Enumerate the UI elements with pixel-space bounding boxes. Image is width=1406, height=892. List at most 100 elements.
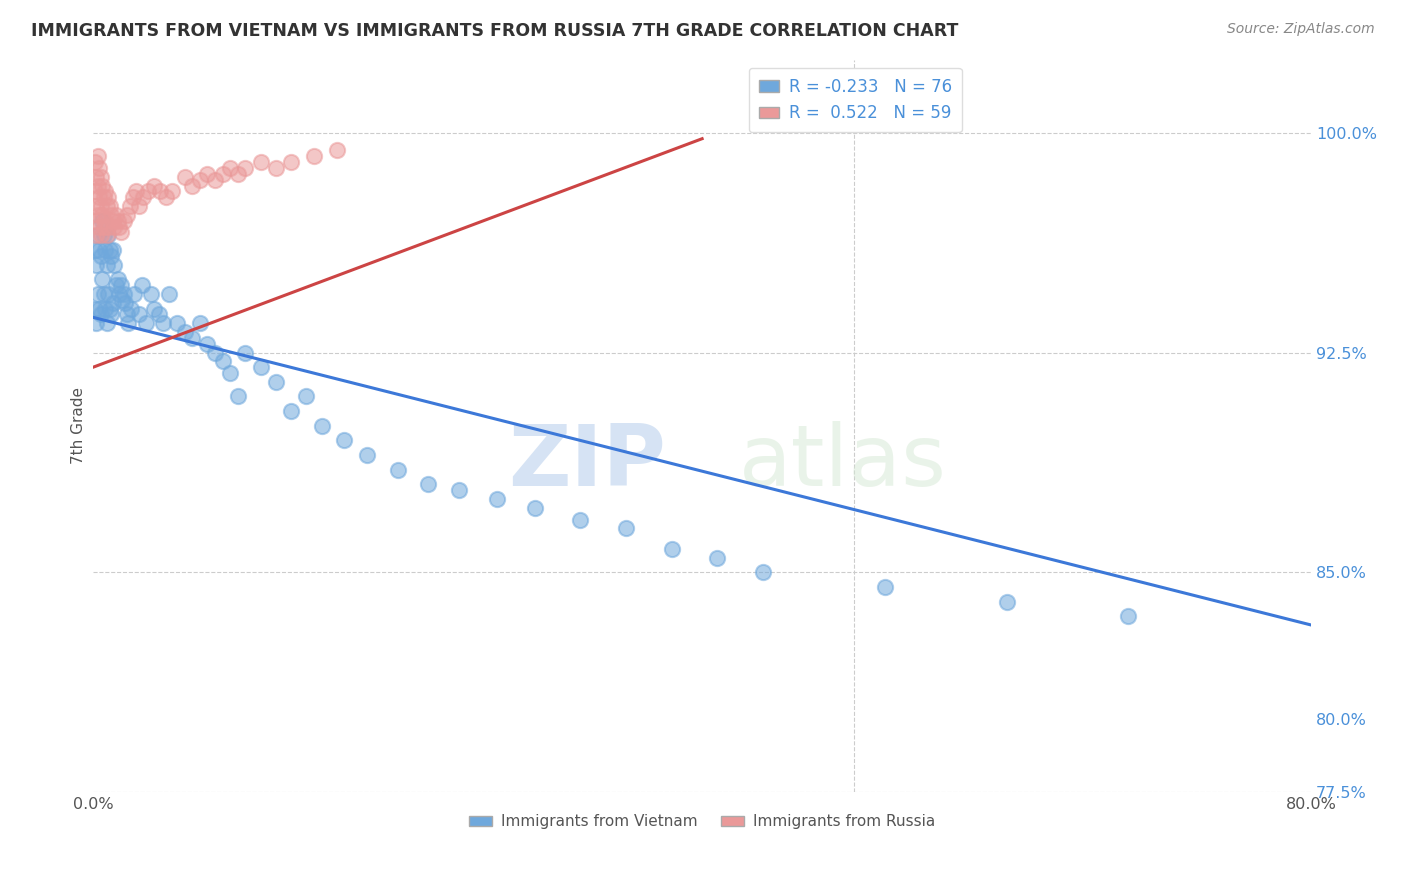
Point	[97, 228, 120, 243]
Point	[614, 521, 637, 535]
Point	[87, 287, 110, 301]
Point	[149, 185, 172, 199]
Point	[91, 272, 114, 286]
Point	[108, 287, 131, 301]
Point	[249, 360, 271, 375]
Point	[84, 258, 107, 272]
Point	[84, 169, 107, 184]
Point	[139, 287, 162, 301]
Point	[195, 167, 218, 181]
Point	[120, 301, 142, 316]
Point	[103, 258, 125, 272]
Point	[94, 213, 117, 227]
Point	[115, 208, 138, 222]
Legend: Immigrants from Vietnam, Immigrants from Russia: Immigrants from Vietnam, Immigrants from…	[463, 808, 941, 836]
Point	[181, 331, 204, 345]
Point	[89, 301, 111, 316]
Point	[485, 491, 508, 506]
Point	[94, 301, 117, 316]
Point	[416, 477, 439, 491]
Point	[100, 308, 122, 322]
Point	[132, 190, 155, 204]
Point	[128, 308, 150, 322]
Point	[235, 161, 257, 175]
Point	[661, 541, 683, 556]
Point	[89, 219, 111, 234]
Point	[249, 155, 271, 169]
Point	[83, 243, 105, 257]
Point	[226, 389, 249, 403]
Point	[173, 325, 195, 339]
Point	[84, 316, 107, 330]
Point	[103, 219, 125, 234]
Point	[143, 178, 166, 193]
Point	[107, 272, 129, 286]
Point	[219, 366, 242, 380]
Point	[235, 345, 257, 359]
Point	[96, 316, 118, 330]
Point	[100, 208, 122, 222]
Point	[87, 208, 110, 222]
Point	[101, 295, 124, 310]
Text: IMMIGRANTS FROM VIETNAM VS IMMIGRANTS FROM RUSSIA 7TH GRADE CORRELATION CHART: IMMIGRANTS FROM VIETNAM VS IMMIGRANTS FR…	[31, 22, 959, 40]
Point	[89, 243, 111, 257]
Point	[280, 404, 302, 418]
Point	[155, 190, 177, 204]
Point	[110, 278, 132, 293]
Point	[356, 448, 378, 462]
Point	[136, 185, 159, 199]
Point	[111, 293, 134, 307]
Point	[181, 178, 204, 193]
Point	[148, 308, 170, 322]
Point	[101, 243, 124, 257]
Point	[91, 213, 114, 227]
Point	[162, 185, 184, 199]
Point	[90, 169, 112, 184]
Point	[706, 550, 728, 565]
Point	[83, 155, 105, 169]
Point	[157, 287, 180, 301]
Point	[523, 500, 546, 515]
Point	[100, 249, 122, 263]
Point	[569, 512, 592, 526]
Point	[90, 199, 112, 213]
Point	[173, 169, 195, 184]
Point	[211, 167, 233, 181]
Y-axis label: 7th Grade: 7th Grade	[72, 387, 86, 464]
Point	[264, 161, 287, 175]
Point	[107, 213, 129, 227]
Point	[280, 155, 302, 169]
Point	[204, 172, 226, 186]
Point	[96, 258, 118, 272]
Point	[87, 228, 110, 243]
Point	[333, 434, 356, 448]
Point	[447, 483, 470, 498]
Point	[195, 336, 218, 351]
Point	[143, 301, 166, 316]
Point	[117, 316, 139, 330]
Point	[114, 295, 136, 310]
Point	[90, 308, 112, 322]
Point	[93, 219, 115, 234]
Text: Source: ZipAtlas.com: Source: ZipAtlas.com	[1227, 22, 1375, 37]
Point	[264, 375, 287, 389]
Point	[94, 185, 117, 199]
Point	[118, 199, 141, 213]
Point	[97, 190, 120, 204]
Point	[995, 594, 1018, 608]
Point	[226, 167, 249, 181]
Point	[98, 243, 121, 257]
Point	[97, 219, 120, 234]
Point	[1118, 609, 1140, 624]
Point	[89, 190, 111, 204]
Point	[112, 213, 135, 227]
Point	[121, 190, 143, 204]
Point	[84, 199, 107, 213]
Point	[105, 208, 128, 222]
Point	[112, 287, 135, 301]
Point	[188, 172, 211, 186]
Point	[873, 580, 896, 594]
Point	[131, 278, 153, 293]
Point	[98, 199, 121, 213]
Point	[96, 199, 118, 213]
